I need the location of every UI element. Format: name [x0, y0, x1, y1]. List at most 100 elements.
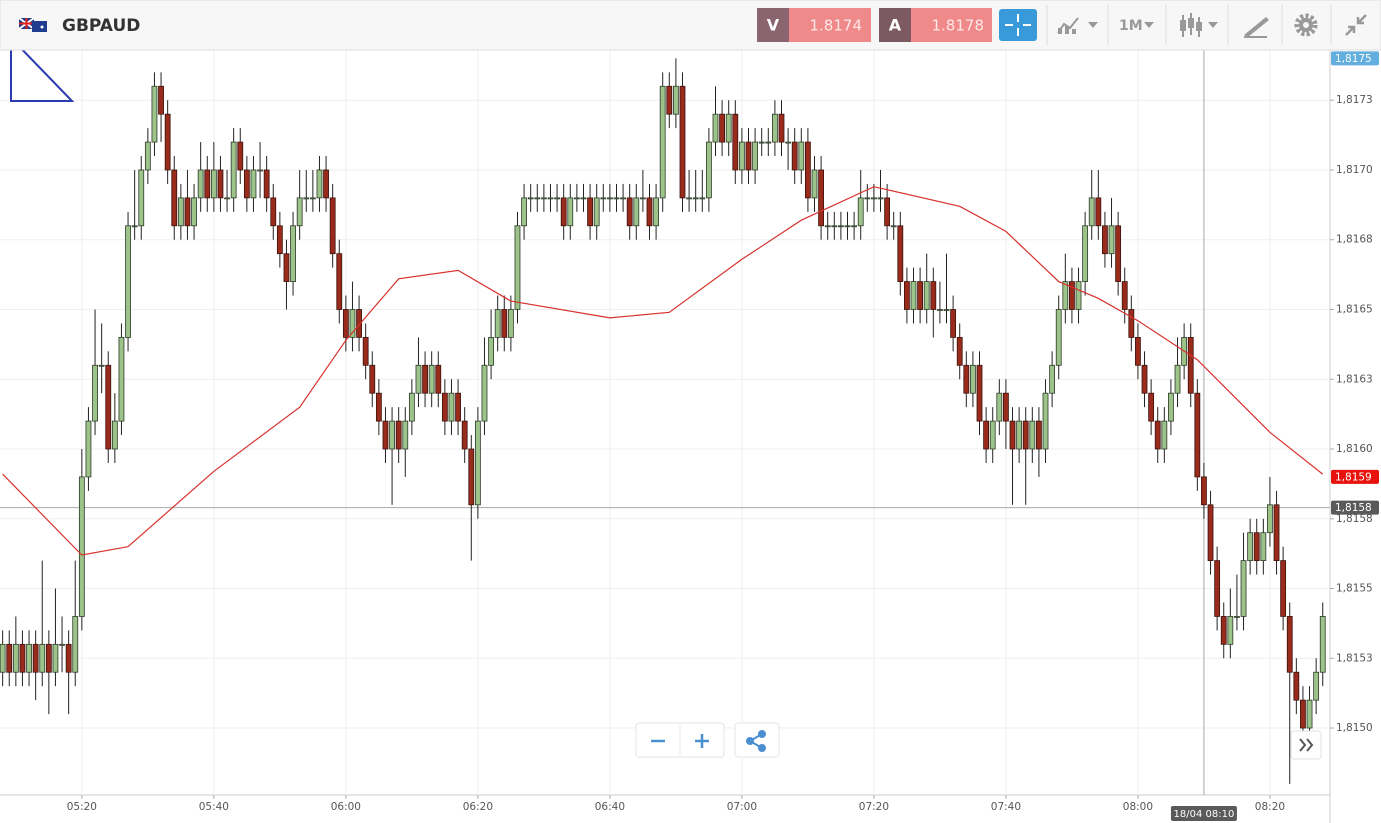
y-tick-label: 1,8163 — [1336, 373, 1373, 385]
zoom-controls — [635, 722, 780, 758]
candle-body — [375, 392, 382, 422]
price-marker — [1331, 469, 1379, 484]
candle-body — [98, 364, 105, 367]
chart-type-button[interactable] — [1057, 17, 1098, 34]
candle-body — [1260, 532, 1267, 562]
candle-body — [111, 420, 118, 450]
draw-tool-button[interactable] — [1244, 17, 1269, 38]
x-tick-label: 06:00 — [331, 801, 361, 813]
x-tick-label: 08:20 — [1255, 801, 1285, 813]
candle-body — [1055, 309, 1062, 366]
candle-body — [481, 364, 488, 422]
sell-label-box[interactable] — [757, 8, 789, 42]
candle-body — [151, 85, 158, 143]
candle-body — [692, 197, 699, 200]
candle-body — [540, 197, 547, 200]
candle-body — [989, 420, 996, 450]
candle-body — [738, 141, 745, 171]
candle-body — [1036, 420, 1042, 450]
candle-body — [1022, 420, 1029, 450]
sell-label[interactable]: V — [767, 16, 780, 35]
timeframe[interactable]: 1M — [1119, 18, 1143, 34]
y-tick-label: 1,8173 — [1336, 94, 1373, 106]
candle-body — [362, 336, 369, 366]
candle-body — [78, 476, 85, 617]
candle-body — [45, 643, 52, 673]
price-marker-label: 1,8175 — [1335, 53, 1372, 65]
flag — [18, 17, 47, 32]
sell-price-box[interactable] — [789, 8, 871, 42]
candle-body — [243, 169, 250, 199]
candle-body — [1174, 364, 1181, 394]
candle-body — [474, 420, 481, 506]
candle-body — [26, 643, 32, 673]
y-tick-label: 1,8170 — [1336, 164, 1373, 176]
candle-body — [1141, 364, 1148, 394]
candle-body — [237, 141, 244, 171]
collapse-button[interactable] — [1345, 14, 1367, 36]
candle-body — [1247, 532, 1254, 562]
candle-body — [1075, 281, 1082, 310]
candle-body — [785, 141, 791, 144]
candle-body — [1220, 616, 1227, 645]
candle-body — [1069, 281, 1075, 310]
candle-body — [699, 197, 706, 200]
buy-price-box[interactable] — [911, 8, 992, 42]
candle-body — [600, 197, 607, 200]
candle-body — [171, 169, 178, 227]
candle-body — [1121, 281, 1128, 310]
candle-body — [798, 141, 805, 171]
buy-label[interactable]: A — [889, 16, 902, 35]
zoom-in[interactable] — [695, 734, 709, 748]
candle-body — [653, 197, 659, 227]
y-tick-label: 1,8160 — [1336, 443, 1373, 455]
triangle-drawing[interactable] — [10, 35, 75, 102]
candle-body — [263, 169, 270, 199]
candle-body — [976, 364, 983, 422]
candle-body — [818, 169, 825, 227]
candle-body — [639, 197, 646, 200]
candle-body — [1082, 225, 1089, 282]
timeframe-arrow[interactable] — [1144, 22, 1154, 28]
candle-body — [395, 420, 402, 450]
price-marker-label: 1,8158 — [1335, 502, 1372, 514]
sell-price[interactable]: 1.8174 — [810, 17, 863, 35]
candle-type-button[interactable] — [1180, 13, 1218, 37]
candle-body — [12, 643, 19, 673]
crosshair-button[interactable] — [999, 9, 1037, 41]
candle-body — [864, 197, 871, 200]
settings-button[interactable] — [1294, 13, 1318, 37]
candle-body — [752, 141, 758, 171]
candle-body — [164, 113, 171, 171]
candle-body — [1108, 225, 1115, 255]
candle-body — [857, 197, 864, 227]
candle-body — [1135, 336, 1141, 366]
candle-body — [937, 309, 943, 311]
candle-body — [1187, 336, 1194, 394]
candle-body — [1240, 560, 1247, 617]
scroll-right-button[interactable] — [1290, 730, 1322, 760]
candle-body — [996, 392, 1003, 422]
candle-body — [455, 392, 461, 422]
candle-body — [408, 392, 415, 422]
candle-body — [765, 141, 772, 144]
candle-body — [422, 364, 428, 394]
x-tick-label: 07:20 — [859, 801, 889, 813]
share[interactable] — [746, 730, 766, 752]
candle-body — [224, 197, 230, 200]
x-tick-label: 05:20 — [67, 801, 97, 813]
candle-body — [415, 364, 422, 394]
candle-body — [461, 420, 468, 450]
buy-price[interactable]: 1.8178 — [932, 17, 985, 35]
candle-body — [158, 85, 164, 115]
candle-body — [389, 420, 395, 450]
candle-body — [877, 197, 884, 200]
candle-body — [983, 420, 990, 450]
candle-body — [1088, 197, 1095, 227]
candle-body — [606, 197, 613, 200]
buy-label-box[interactable] — [879, 8, 911, 42]
price-marker — [1331, 500, 1379, 515]
candle-body — [1300, 699, 1306, 729]
candle-body — [1313, 671, 1320, 701]
candle-body — [118, 336, 125, 422]
